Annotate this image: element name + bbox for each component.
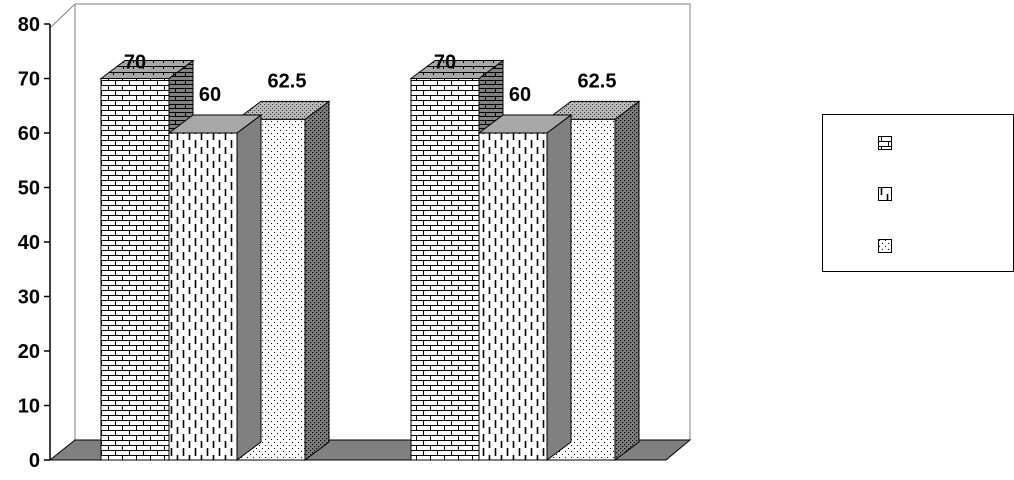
y-tick-label: 60 (18, 123, 40, 145)
bar-side (614, 100, 640, 461)
bar-side (304, 100, 330, 461)
bar-front (410, 78, 480, 461)
y-tick-label: 0 (29, 450, 40, 472)
data-label: 62.5 (578, 70, 617, 92)
data-labels-group: 70 62.5 60 70 62.5 60 (124, 52, 617, 107)
data-label: 60 (509, 84, 531, 106)
bar-front (478, 132, 548, 461)
bars-group (99, 59, 641, 461)
y-tick-label: 70 (18, 69, 40, 91)
legend-item-dotted-swatch (878, 239, 892, 253)
y-tick-label: 20 (18, 341, 40, 363)
y-axis-ticks: 0 10 20 30 40 50 60 70 80 (18, 14, 50, 472)
bar-series-2-group-1 (167, 114, 263, 461)
data-label: 60 (199, 84, 221, 106)
bar-side (236, 114, 262, 461)
bar-front (168, 132, 238, 461)
data-label: 62.5 (268, 70, 307, 92)
legend (822, 114, 1014, 272)
y-tick-label: 80 (18, 14, 40, 36)
bar-series-3-group-1 (235, 100, 331, 461)
bar-side (546, 114, 572, 461)
data-label: 70 (124, 52, 146, 74)
y-tick-label: 10 (18, 396, 40, 418)
y-tick-label: 50 (18, 178, 40, 200)
y-tick-label: 40 (18, 232, 40, 254)
data-label: 70 (434, 52, 456, 74)
y-tick-label: 30 (18, 287, 40, 309)
legend-item-dashed-swatch (878, 187, 892, 201)
bar-front (100, 78, 170, 461)
bar-series-2-group-2 (477, 114, 573, 461)
legend-item-brick-swatch (878, 136, 892, 150)
